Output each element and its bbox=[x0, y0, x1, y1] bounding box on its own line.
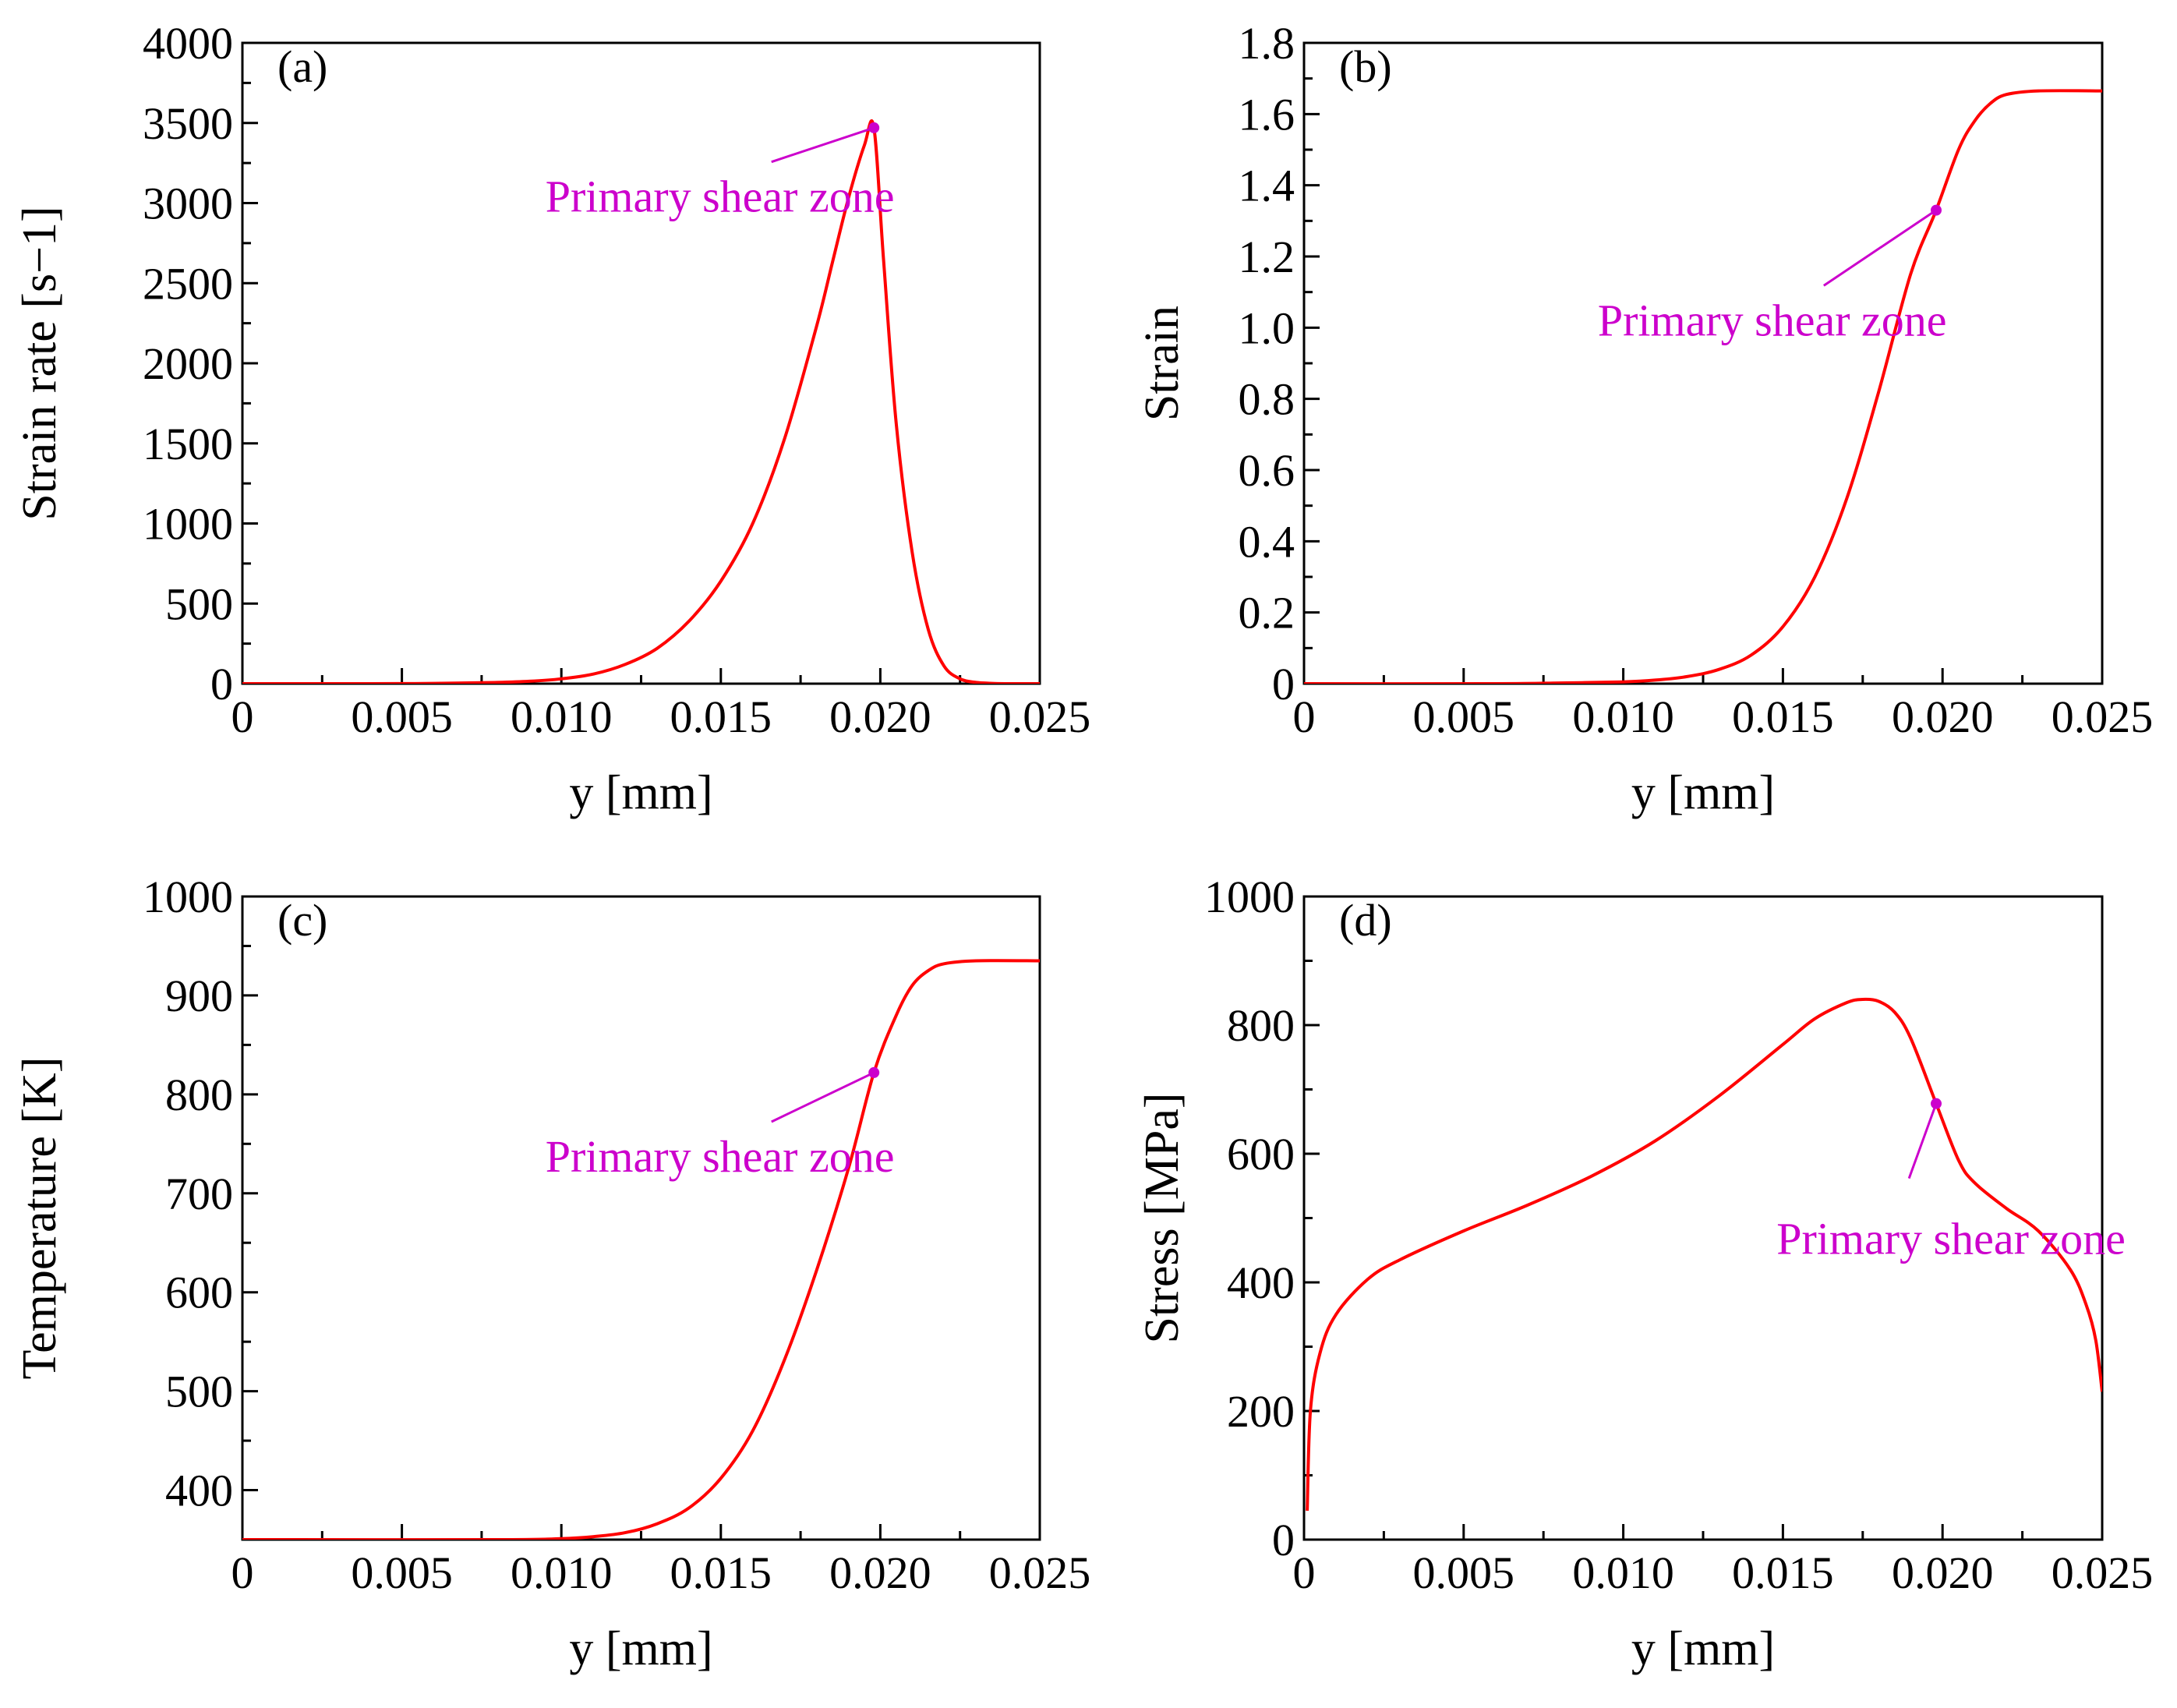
y-tick-label: 0.2 bbox=[1239, 588, 1295, 638]
y-tick-label: 700 bbox=[165, 1169, 233, 1219]
x-tick-label: 0.015 bbox=[670, 691, 772, 742]
x-axis-label: y [mm] bbox=[569, 766, 712, 819]
chart-panel-2: 0 0.005 0.010 0.015 0.020 0.025 0 0.2 0.4 0.6 0.8 1… bbox=[1136, 18, 2153, 819]
x-tick-label: 0.020 bbox=[1892, 1547, 1994, 1598]
x-tick-label: 0.010 bbox=[1572, 691, 1674, 742]
y-tick-label: 900 bbox=[165, 971, 233, 1021]
y-tick-label: 400 bbox=[165, 1466, 233, 1516]
y-tick-label: 0 bbox=[210, 659, 233, 709]
x-tick-label: 0 bbox=[231, 691, 254, 742]
x-tick-label: 0.015 bbox=[1732, 1547, 1834, 1598]
y-axis-label: Temperature [K] bbox=[13, 1057, 66, 1380]
x-tick-label: 0 bbox=[231, 1547, 254, 1598]
y-axis-label: Strain rate [s−1] bbox=[13, 206, 66, 520]
y-tick-label: 4000 bbox=[143, 18, 233, 69]
x-tick-label: 0.005 bbox=[351, 1547, 453, 1598]
y-tick-label: 1.8 bbox=[1239, 18, 1295, 69]
x-tick-label: 0.025 bbox=[2052, 691, 2154, 742]
x-tick-label: 0.010 bbox=[511, 1547, 613, 1598]
y-tick-label: 500 bbox=[165, 578, 233, 629]
series-line bbox=[1304, 89, 2102, 684]
x-tick-label: 0.015 bbox=[1732, 691, 1834, 742]
x-tick-label: 0.005 bbox=[1413, 1547, 1515, 1598]
y-tick-label: 1.4 bbox=[1239, 161, 1295, 211]
y-tick-label: 2500 bbox=[143, 258, 233, 309]
x-tick-label: 0.015 bbox=[670, 1547, 772, 1598]
y-tick-label: 800 bbox=[1227, 1000, 1295, 1051]
x-tick-label: 0.025 bbox=[2052, 1547, 2154, 1598]
y-tick-label: 1000 bbox=[143, 872, 233, 922]
annotation-label: Primary shear zone bbox=[546, 1131, 895, 1182]
y-tick-label: 0 bbox=[1272, 659, 1295, 709]
x-tick-label: 0.020 bbox=[829, 1547, 931, 1598]
y-tick-label: 1.0 bbox=[1239, 302, 1295, 353]
y-tick-label: 0.6 bbox=[1239, 445, 1295, 496]
x-tick-label: 0.005 bbox=[1413, 691, 1515, 742]
x-tick-label: 0.020 bbox=[829, 691, 931, 742]
y-tick-label: 2000 bbox=[143, 338, 233, 389]
x-tick-label: 0 bbox=[1293, 691, 1316, 742]
chart-panel-3: 0 0.005 0.010 0.015 0.020 0.025 400 500 600 700 80… bbox=[13, 872, 1090, 1675]
x-tick-label: 0 bbox=[1293, 1547, 1316, 1598]
x-tick-label: 0.010 bbox=[511, 691, 613, 742]
plot-frame bbox=[1302, 41, 2104, 685]
x-axis-label: y [mm] bbox=[1631, 1622, 1775, 1675]
chart-panel-1: 0 0.005 0.010 0.015 0.020 0.025 0 500 1000 1500 20… bbox=[13, 18, 1090, 819]
y-tick-label: 500 bbox=[165, 1367, 233, 1417]
annotation-marker bbox=[1931, 204, 1942, 216]
y-tick-label: 0.4 bbox=[1239, 516, 1295, 567]
annotation-leader-line bbox=[1907, 1103, 1938, 1179]
plot-frame bbox=[241, 895, 1041, 1541]
annotation-marker bbox=[1931, 1098, 1942, 1109]
x-tick-label: 0.025 bbox=[989, 691, 1091, 742]
x-axis-label: y [mm] bbox=[1631, 766, 1775, 819]
panel-label: (a) bbox=[277, 41, 327, 92]
annotation-label: Primary shear zone bbox=[1776, 1214, 2126, 1264]
x-tick-label: 0.005 bbox=[351, 691, 453, 742]
series-line bbox=[242, 119, 1040, 684]
annotation-leader-line bbox=[771, 126, 875, 164]
y-tick-label: 600 bbox=[1227, 1129, 1295, 1179]
annotation-leader-line bbox=[771, 1071, 875, 1123]
y-axis-label: Strain bbox=[1136, 306, 1189, 421]
series-line bbox=[242, 959, 1040, 1540]
plot-frame bbox=[241, 41, 1041, 685]
y-tick-label: 1000 bbox=[143, 499, 233, 550]
annotation-marker bbox=[868, 1066, 880, 1078]
x-axis-label: y [mm] bbox=[569, 1622, 712, 1675]
panel-label: (d) bbox=[1339, 895, 1392, 946]
panel-label: (c) bbox=[277, 895, 327, 946]
y-axis-label: Stress [MPa] bbox=[1136, 1092, 1189, 1343]
y-tick-label: 800 bbox=[165, 1070, 233, 1120]
x-tick-label: 0.020 bbox=[1892, 691, 1994, 742]
y-tick-label: 1.6 bbox=[1239, 89, 1295, 140]
panel-label: (b) bbox=[1339, 41, 1392, 92]
y-tick-label: 3000 bbox=[143, 179, 233, 229]
chart-panel-4: 0 0.005 0.010 0.015 0.020 0.025 0 200 400 600 800 1… bbox=[1136, 872, 2153, 1675]
annotation-label: Primary shear zone bbox=[1598, 295, 1947, 345]
x-tick-label: 0.010 bbox=[1572, 1547, 1674, 1598]
x-tick-label: 0.025 bbox=[989, 1547, 1091, 1598]
annotation-leader-line bbox=[1822, 209, 1937, 287]
y-tick-label: 400 bbox=[1227, 1257, 1295, 1308]
y-tick-label: 0 bbox=[1272, 1515, 1295, 1565]
y-tick-label: 1.2 bbox=[1239, 232, 1295, 282]
y-tick-label: 1000 bbox=[1204, 872, 1295, 922]
annotation-label: Primary shear zone bbox=[546, 172, 895, 222]
y-tick-label: 0.8 bbox=[1239, 374, 1295, 425]
y-tick-label: 3500 bbox=[143, 98, 233, 149]
series-line bbox=[1306, 997, 2102, 1511]
annotation-marker bbox=[868, 122, 880, 133]
y-tick-label: 600 bbox=[165, 1268, 233, 1318]
y-tick-label: 200 bbox=[1227, 1386, 1295, 1437]
y-tick-label: 1500 bbox=[143, 419, 233, 469]
